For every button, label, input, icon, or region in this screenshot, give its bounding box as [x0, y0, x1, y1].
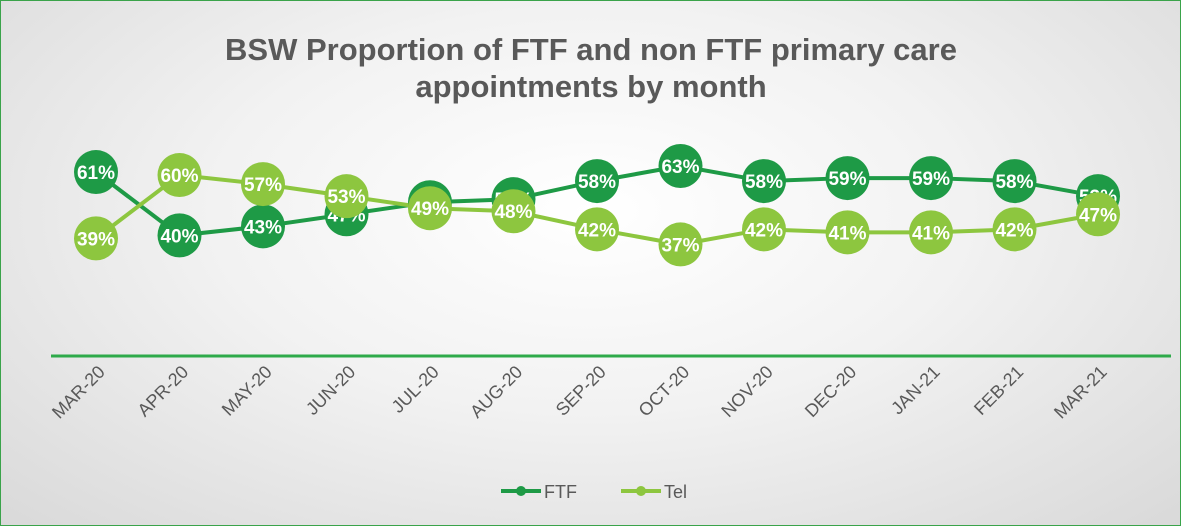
data-label: 37%	[661, 235, 699, 256]
data-label: 42%	[745, 220, 783, 241]
data-label: 39%	[77, 229, 115, 250]
data-label: 63%	[661, 157, 699, 178]
data-point	[909, 210, 953, 255]
data-point	[992, 159, 1037, 204]
data-point	[408, 186, 452, 231]
data-label: 49%	[411, 199, 449, 220]
data-point	[742, 159, 786, 204]
data-label: 60%	[160, 166, 198, 187]
data-point	[491, 189, 536, 234]
data-label: 58%	[745, 172, 783, 193]
data-point	[575, 207, 619, 252]
data-label: 57%	[244, 175, 282, 196]
data-label: 59%	[828, 169, 866, 190]
x-tick-label: FEB-21	[970, 362, 1027, 419]
data-label: 58%	[578, 172, 616, 193]
legend-marker	[516, 486, 526, 496]
data-point	[658, 222, 703, 267]
data-point	[742, 207, 786, 252]
x-tick-label: SEP-20	[552, 362, 610, 420]
data-label: 48%	[494, 202, 532, 223]
data-label: 59%	[912, 169, 950, 190]
data-point	[825, 210, 870, 255]
data-label: 53%	[327, 187, 365, 208]
x-tick-label: JUL-20	[388, 362, 443, 417]
chart-title: BSW Proportion of FTF and non FTF primar…	[225, 32, 957, 104]
x-tick-label: MAR-20	[48, 362, 109, 423]
x-tick-label: NOV-20	[717, 362, 776, 421]
data-point	[241, 162, 285, 207]
data-label: 41%	[912, 223, 950, 244]
legend-label: FTF	[544, 482, 577, 502]
data-point	[658, 144, 703, 188]
data-point	[241, 204, 285, 249]
x-tick-label: JAN-21	[887, 362, 944, 419]
data-point	[157, 213, 202, 258]
data-label: 43%	[244, 217, 282, 238]
data-point	[74, 150, 118, 195]
x-tick-label: JUN-20	[302, 362, 359, 419]
data-label: 58%	[995, 172, 1033, 193]
data-point	[909, 156, 953, 201]
data-point	[1076, 192, 1120, 237]
data-point	[575, 159, 619, 204]
data-label: 42%	[995, 220, 1033, 241]
legend-marker	[636, 486, 646, 496]
data-point	[157, 153, 202, 198]
data-label: 47%	[1079, 205, 1117, 226]
x-tick-label: MAY-20	[218, 362, 276, 420]
data-label: 61%	[77, 163, 115, 184]
x-tick-label: MAR-21	[1050, 362, 1111, 423]
x-tick-label: AUG-20	[466, 362, 526, 422]
data-label: 41%	[828, 223, 866, 244]
x-tick-label: APR-20	[134, 362, 193, 421]
legend-label: Tel	[664, 482, 687, 502]
data-label: 40%	[160, 226, 198, 247]
data-point	[825, 156, 870, 201]
x-tick-label: OCT-20	[635, 362, 694, 421]
data-point	[74, 216, 118, 261]
data-label: 42%	[578, 220, 616, 241]
data-point	[324, 174, 369, 219]
data-point	[992, 207, 1037, 252]
x-tick-label: DEC-20	[801, 362, 860, 421]
